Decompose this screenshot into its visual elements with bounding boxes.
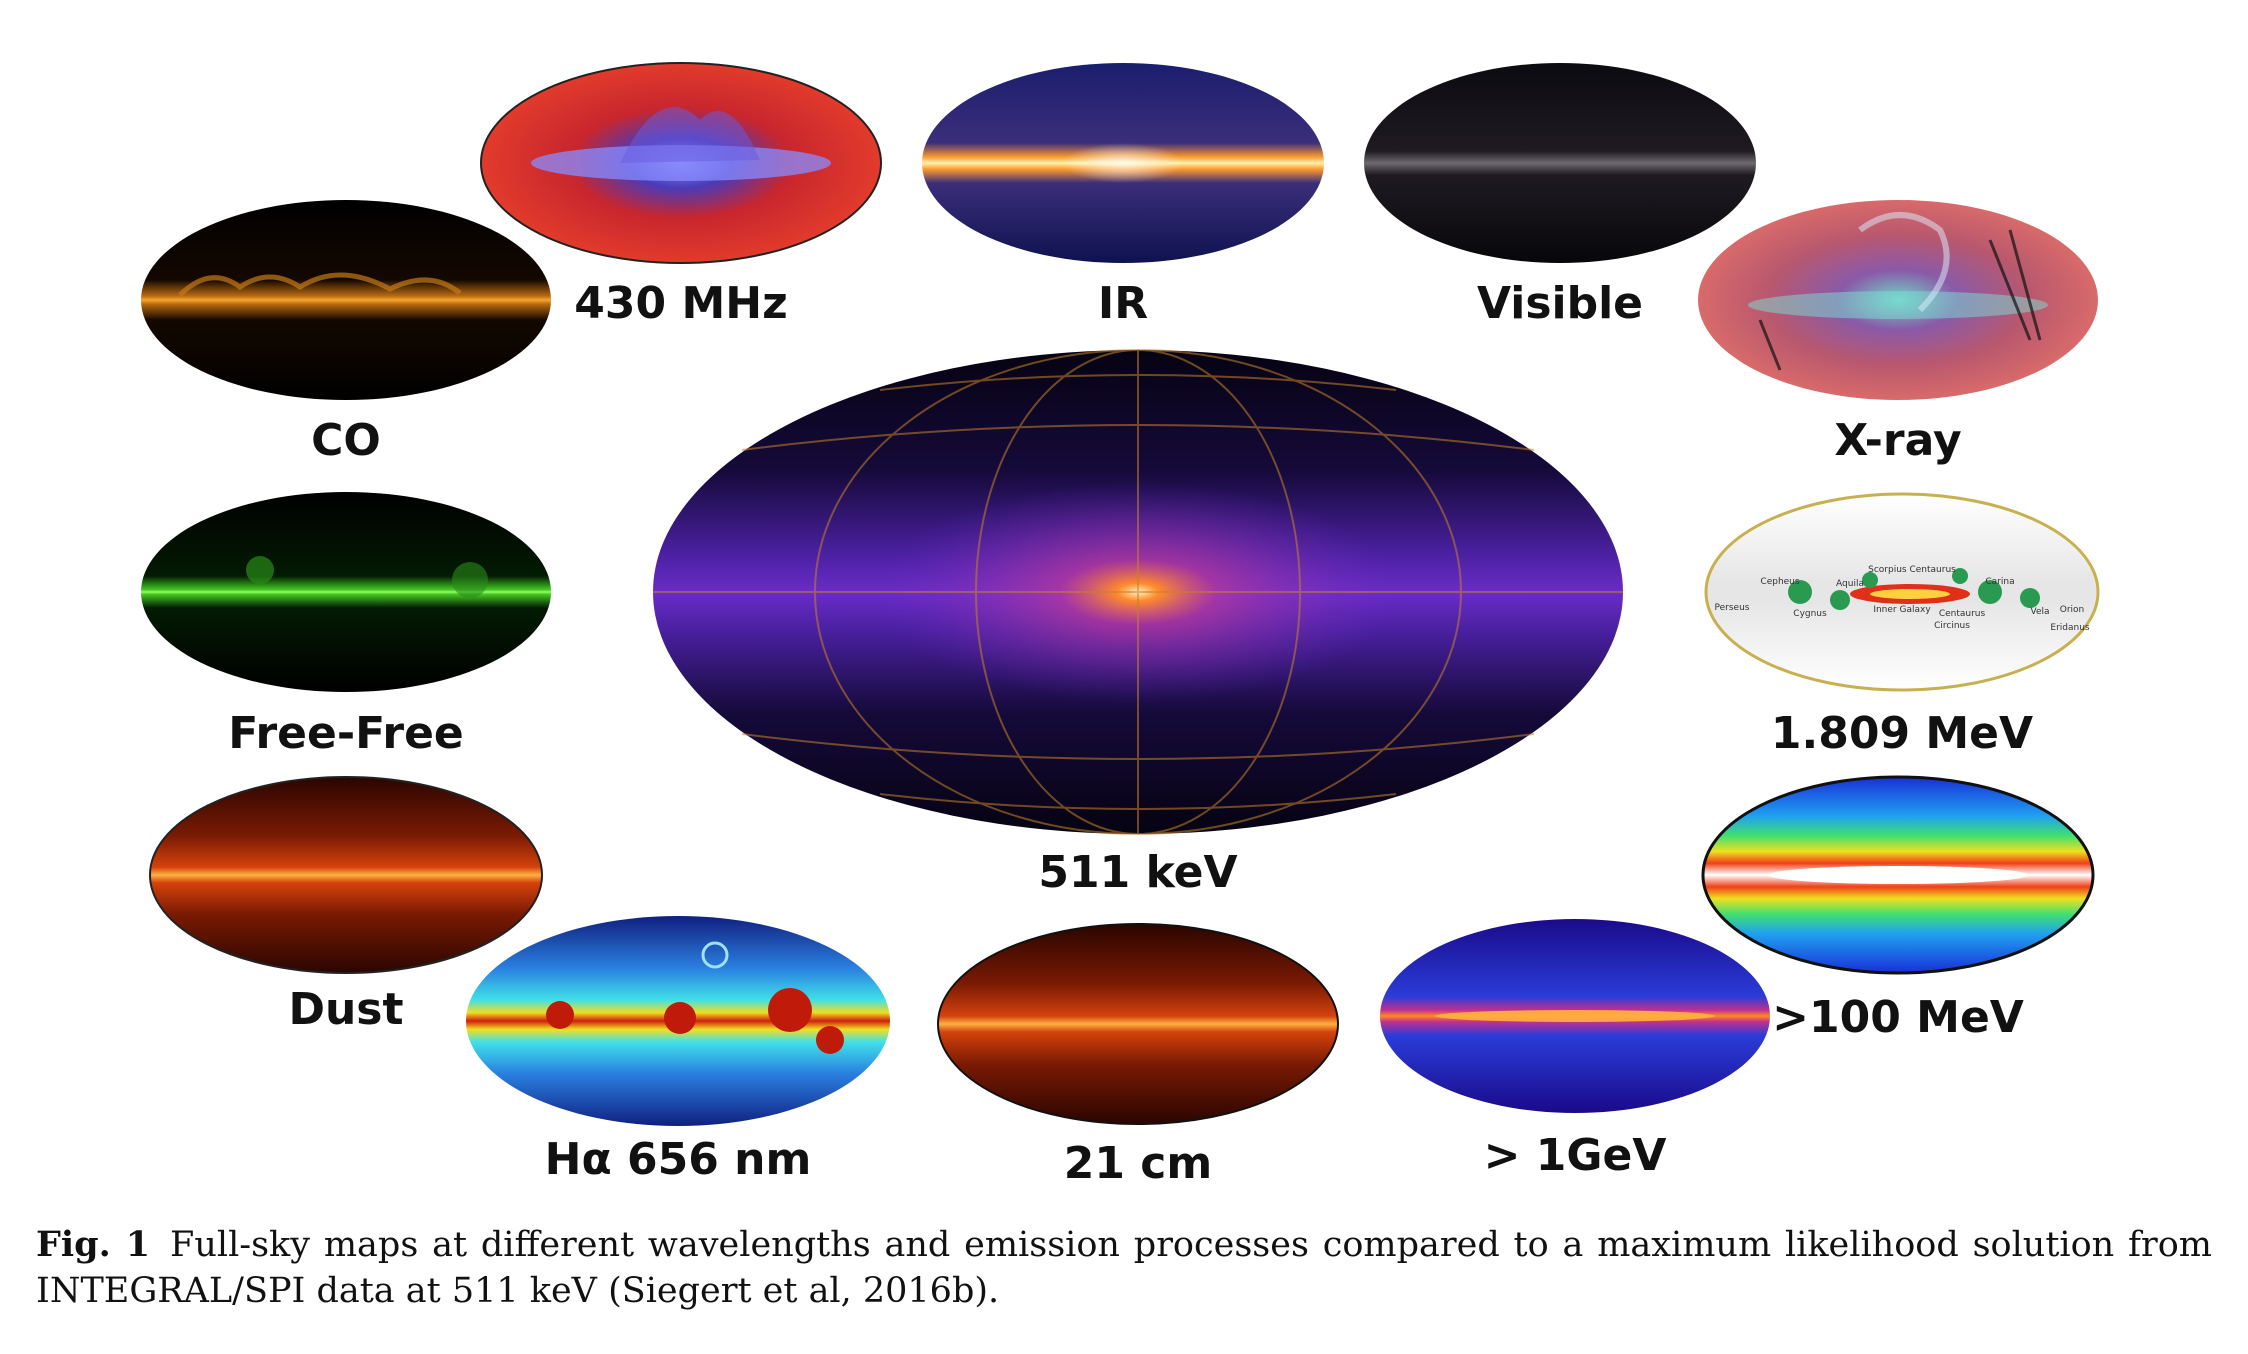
map-ir: IR bbox=[922, 63, 1324, 329]
region-label: Orion bbox=[2060, 605, 2085, 615]
label-freefree: Free-Free bbox=[228, 708, 464, 759]
map-visible: Visible bbox=[1364, 63, 1756, 329]
map-1809mev: Cepheus Aquila Scorpius Centaurus Carina… bbox=[1704, 492, 2100, 759]
map-dust: Dust bbox=[149, 776, 543, 1035]
map-halpha: Hα 656 nm bbox=[466, 916, 890, 1185]
label-dust: Dust bbox=[288, 984, 403, 1035]
label-halpha: Hα 656 nm bbox=[545, 1134, 812, 1185]
label-100mev: >100 MeV bbox=[1772, 992, 2024, 1043]
caption-label: Fig. 1 bbox=[36, 1224, 151, 1265]
figure-caption: Fig. 1 Full-sky maps at different wavelen… bbox=[36, 1222, 2212, 1314]
map-xray: X-ray bbox=[1698, 200, 2098, 466]
region-label: Carina bbox=[1985, 577, 2014, 587]
label-co: CO bbox=[311, 415, 381, 466]
label-visible: Visible bbox=[1477, 278, 1643, 329]
label-1gev: > 1GeV bbox=[1484, 1130, 1667, 1181]
region-label: Cygnus bbox=[1793, 609, 1827, 619]
caption-text: Full-sky maps at different wavelengths a… bbox=[36, 1225, 2212, 1311]
region-label: Centaurus bbox=[1939, 609, 1986, 619]
region-label: Vela bbox=[2030, 607, 2049, 617]
label-430mhz: 430 MHz bbox=[574, 278, 787, 329]
label-511kev: 511 keV bbox=[1038, 847, 1237, 898]
region-label: Eridanus bbox=[2050, 623, 2090, 633]
region-label: Cepheus bbox=[1760, 577, 1799, 587]
map-511kev: 511 keV bbox=[653, 349, 1623, 898]
map-freefree: Free-Free bbox=[141, 492, 551, 759]
map-1gev: > 1GeV bbox=[1380, 919, 1770, 1181]
region-label: Circinus bbox=[1934, 621, 1970, 631]
label-ir: IR bbox=[1098, 278, 1148, 329]
label-21cm: 21 cm bbox=[1064, 1138, 1212, 1189]
region-label: Aquila bbox=[1836, 579, 1864, 589]
label-xray: X-ray bbox=[1834, 415, 1961, 466]
map-21cm: 21 cm bbox=[937, 923, 1339, 1189]
label-1809mev: 1.809 MeV bbox=[1771, 708, 2033, 759]
region-label: Inner Galaxy bbox=[1873, 605, 1931, 615]
region-label: Scorpius Centaurus bbox=[1868, 565, 1956, 575]
map-co: CO bbox=[141, 200, 551, 466]
graticule bbox=[653, 349, 1623, 835]
region-label: Perseus bbox=[1715, 603, 1750, 613]
map-100mev: >100 MeV bbox=[1701, 775, 2095, 1043]
map-430mhz: 430 MHz bbox=[480, 62, 882, 329]
